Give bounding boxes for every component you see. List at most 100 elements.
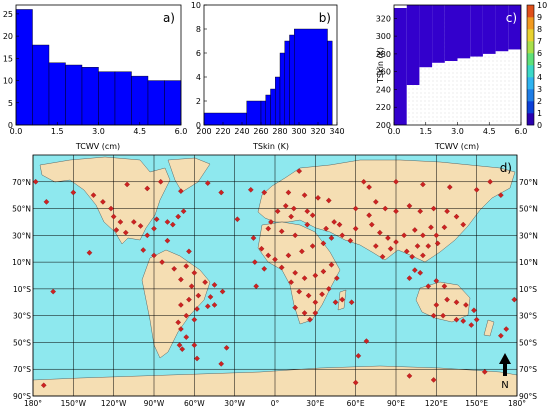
station-marker [433, 232, 440, 239]
lat-tick-label-right: 50°N [519, 205, 538, 214]
colorbar-segment [527, 65, 534, 78]
station-marker [441, 224, 448, 231]
station-marker [179, 346, 186, 352]
station-marker [258, 245, 265, 252]
station-marker [312, 299, 319, 306]
lon-tick-label: 150°W [61, 399, 87, 408]
station-marker [473, 186, 480, 193]
station-marker [43, 199, 50, 205]
station-marker [336, 221, 343, 228]
station-marker [285, 252, 292, 259]
colorbar-tick-label: 10 [537, 1, 547, 10]
station-marker [434, 240, 441, 247]
station-marker [433, 278, 440, 284]
station-marker [124, 181, 130, 188]
lon-tick-label: 90°E [387, 399, 405, 408]
lon-tick-label: 90°W [144, 399, 165, 408]
panel-b-xtick-label: 200 [196, 127, 211, 136]
station-marker [373, 243, 379, 249]
station-marker [360, 178, 367, 185]
station-marker [122, 229, 129, 236]
panel-d-map: 180° 150°W 120°W 90°W 60°W 30°W 0° 30°E 60°E 90°E… [12, 154, 538, 408]
panel-a-bar [131, 75, 149, 126]
station-marker [412, 267, 418, 273]
station-marker [223, 344, 230, 351]
station-marker [444, 296, 450, 303]
panel-a-ytick-label: 0 [8, 121, 13, 130]
station-marker [253, 283, 259, 290]
station-marker [339, 232, 346, 239]
station-marker [334, 275, 340, 281]
panel-b-ytick-label: 0 [196, 121, 201, 130]
station-marker [299, 248, 305, 255]
panel-c-cell [495, 5, 509, 52]
panel-b-label: b) [319, 11, 331, 25]
panel-a-bar [48, 62, 66, 126]
station-marker [393, 178, 399, 185]
panel-c-cell [419, 5, 433, 68]
station-marker [428, 224, 434, 231]
station-marker [178, 276, 184, 283]
colorbar-tick-label: 8 [537, 25, 542, 34]
station-marker [183, 263, 190, 269]
station-marker [100, 199, 106, 205]
panel-c-ytick-label: 300 [376, 32, 391, 41]
panel-b-xtick-label: 260 [253, 127, 268, 136]
panel-c-cell [457, 5, 471, 59]
panel-b-bar [265, 94, 271, 126]
lat-tick-label-right: 70°N [519, 178, 538, 187]
panel-c-xlabel: TCWV (cm) [434, 142, 479, 151]
station-marker [304, 208, 311, 215]
station-marker [157, 178, 164, 185]
station-marker [425, 243, 432, 249]
station-marker [498, 332, 504, 339]
colorbar-segment [527, 5, 534, 18]
station-marker [90, 192, 97, 198]
station-marker [305, 292, 312, 299]
station-marker [144, 185, 151, 192]
lat-tick-label-right: 50°S [519, 338, 537, 347]
colorbar-tick-label: 6 [537, 49, 542, 58]
panel-c-cell [508, 5, 521, 50]
station-marker [178, 188, 184, 194]
lat-tick-label-left: 70°S [13, 365, 31, 374]
station-marker [191, 270, 198, 276]
station-marker [186, 296, 192, 303]
panel-b-ytick-label: 4 [196, 73, 201, 82]
lat-tick-label-right: 10°N [519, 258, 538, 267]
panel-b-xtick-label: 280 [272, 127, 287, 136]
panel-a-xtick-label: 0.0 [10, 127, 23, 136]
panel-a-bars [15, 9, 182, 126]
station-marker [406, 203, 413, 209]
lon-tick-label: 120°E [425, 399, 448, 408]
station-marker [320, 268, 327, 275]
colorbar-segment [527, 77, 534, 90]
station-marker [420, 232, 426, 239]
panel-c-cell [470, 5, 483, 57]
panel-b-bar [246, 100, 262, 126]
lon-tick-label: 180° [508, 399, 526, 408]
station-marker [140, 247, 147, 253]
panel-b-xtick-label: 240 [234, 127, 249, 136]
panel-c-cell [432, 5, 445, 63]
station-marker [151, 252, 157, 259]
station-marker [425, 283, 432, 290]
panel-b-bar [275, 76, 281, 126]
station-marker [211, 282, 218, 288]
north-arrow: N [499, 353, 511, 391]
station-marker [309, 243, 316, 249]
station-marker [211, 302, 218, 308]
north-label: N [501, 380, 508, 391]
station-marker [261, 265, 268, 272]
station-marker [332, 299, 339, 306]
colorbar-tick-label: 1 [537, 109, 542, 118]
station-marker [188, 283, 195, 290]
station-marker [292, 304, 298, 311]
lat-tick-label-right: 30°S [519, 312, 537, 321]
station-marker [403, 248, 410, 255]
station-marker [401, 232, 407, 239]
station-marker [288, 279, 294, 286]
colorbar-tick-label: 9 [537, 13, 542, 22]
